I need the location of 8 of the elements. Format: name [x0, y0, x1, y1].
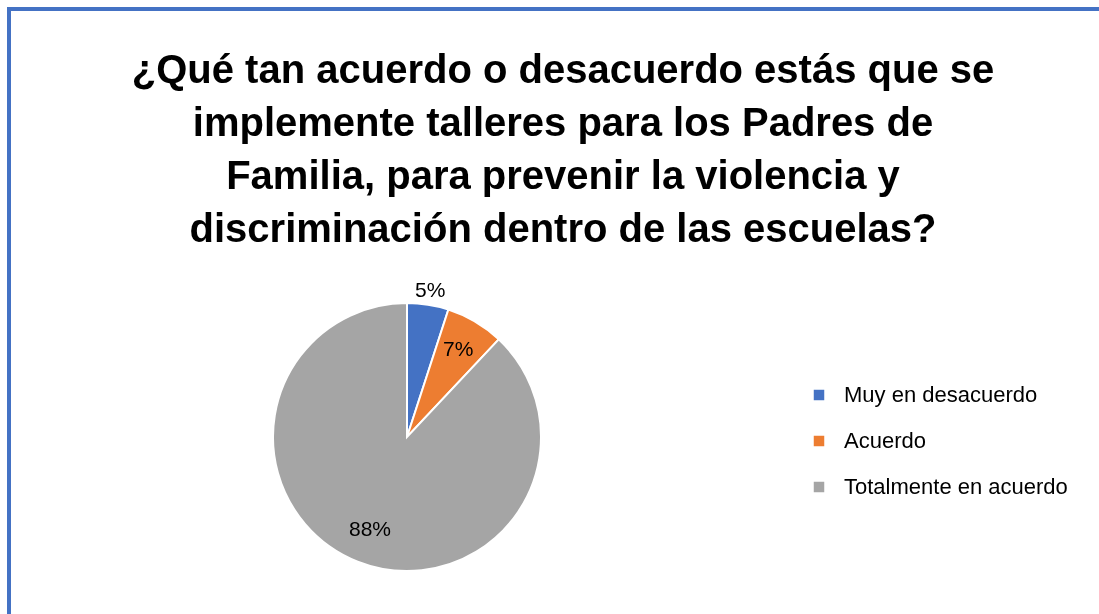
data-label: 88% [348, 517, 392, 541]
data-label: 5% [414, 277, 446, 301]
legend-label: Totalmente en acuerdo [844, 474, 1068, 499]
data-label: 7% [442, 337, 474, 361]
pie-slice [272, 302, 542, 572]
legend-label: Acuerdo [844, 428, 926, 453]
legend-label: Muy en desacuerdo [844, 382, 1038, 407]
chart-title: ¿Qué tan acuerdo o desacuerdo estás que se implemente talleres para los Padres de Familia, para prevenir la violencia y discriminación dentro de las escuelas? [131, 47, 995, 250]
